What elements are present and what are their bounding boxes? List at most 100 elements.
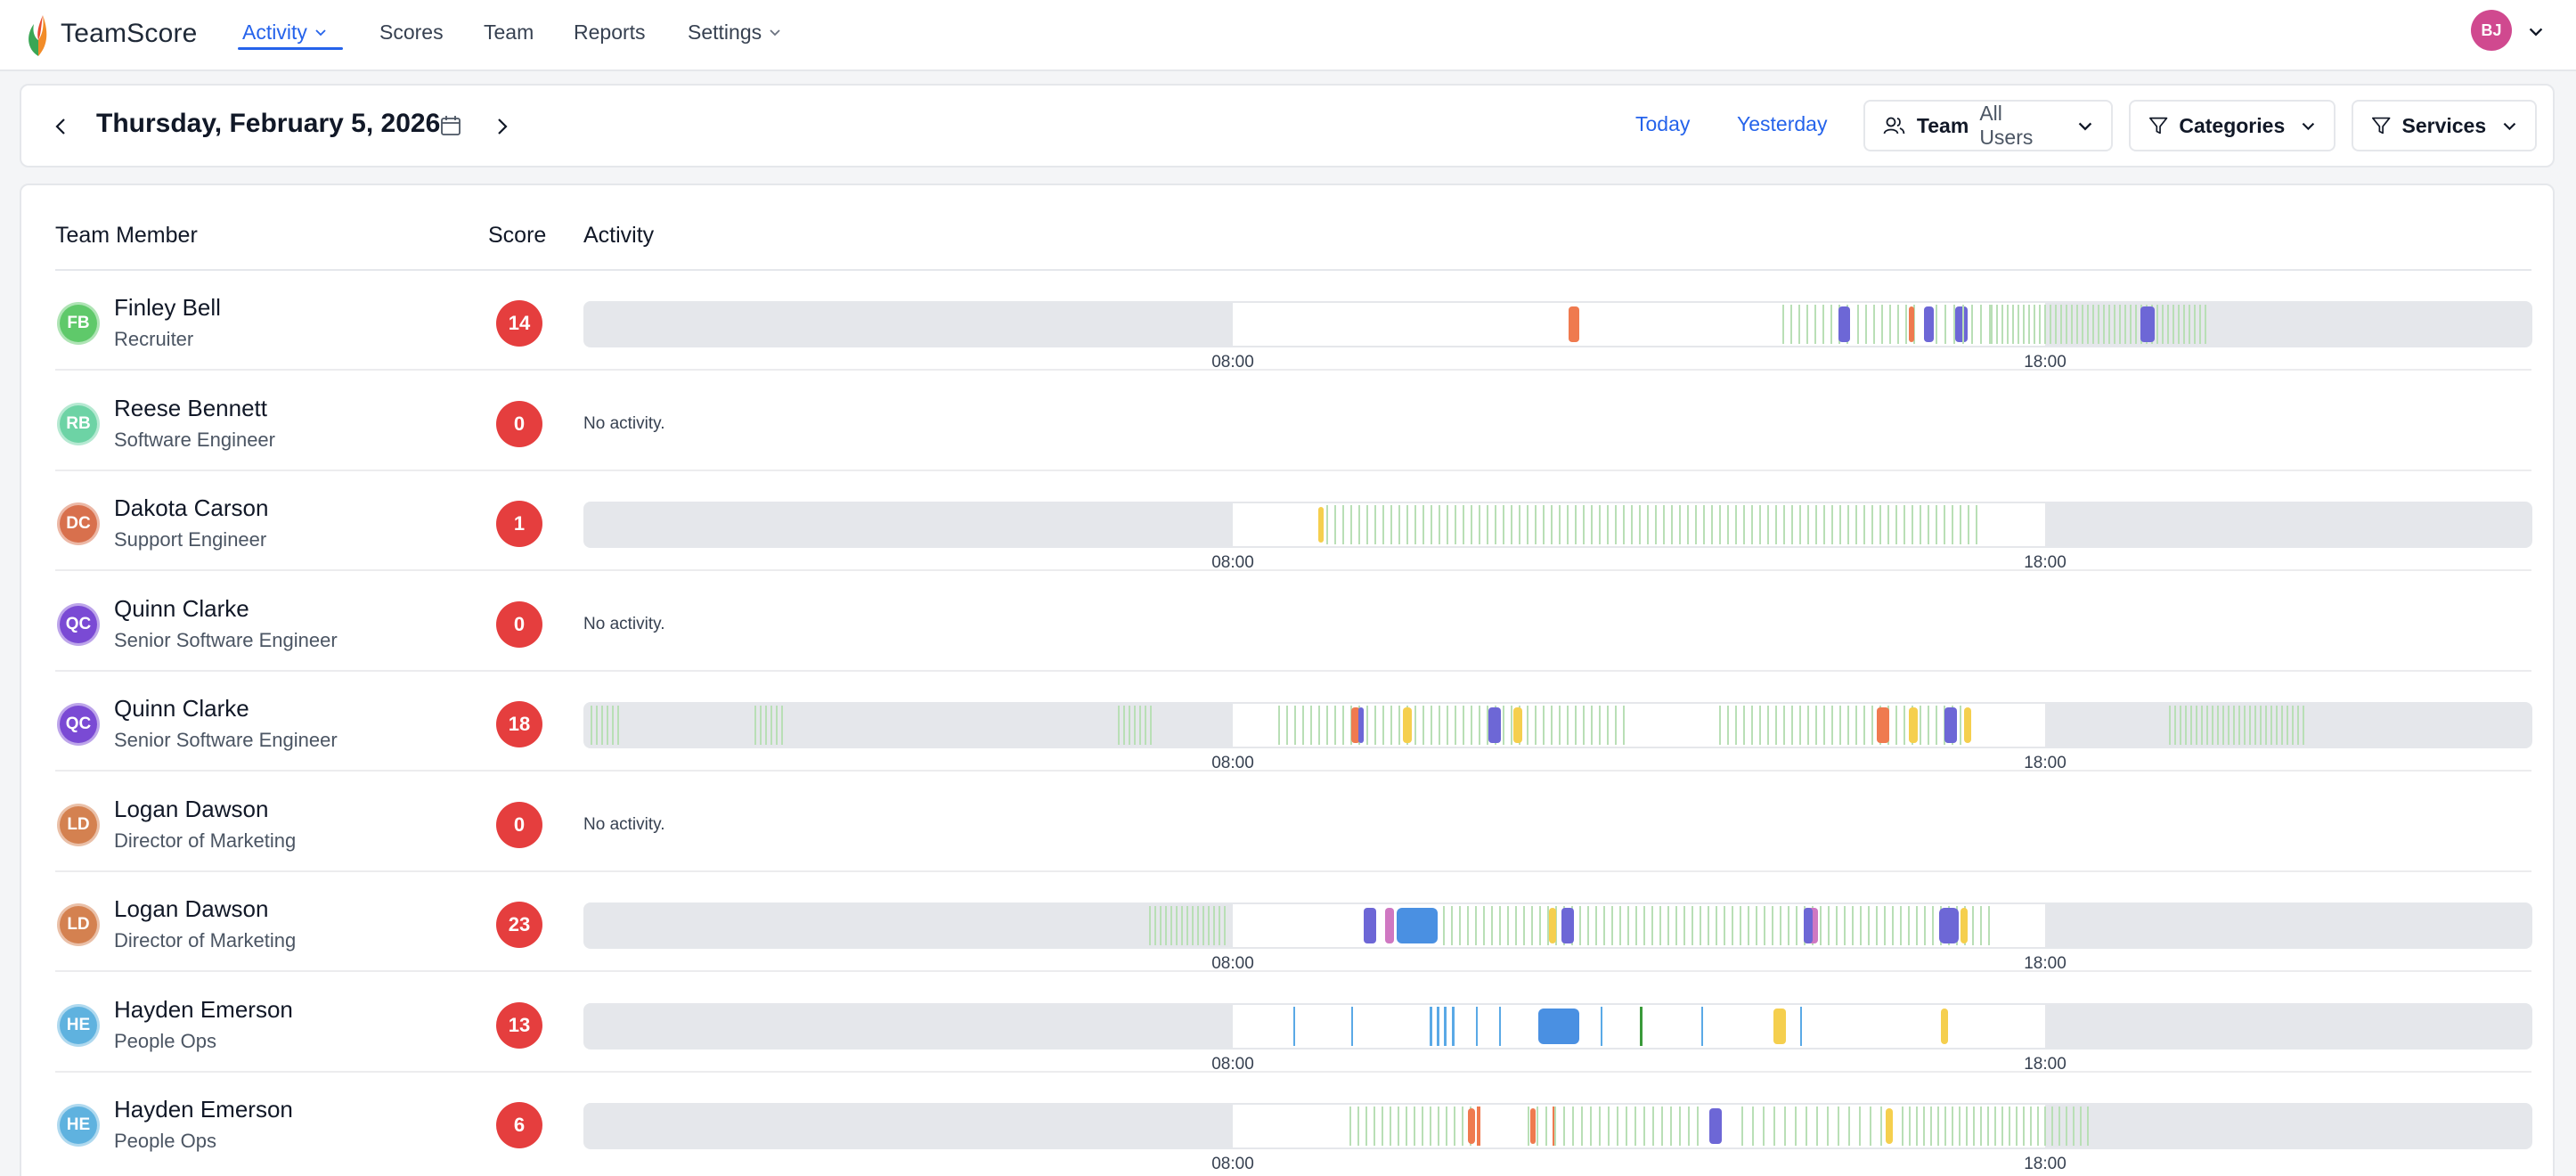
- activity-segment[interactable]: [1358, 707, 1364, 743]
- activity-segment[interactable]: [2238, 706, 2240, 745]
- activity-segment[interactable]: [1468, 1108, 1475, 1144]
- activity-segment[interactable]: [2051, 1107, 2053, 1146]
- activity-segment[interactable]: [1751, 505, 1753, 544]
- nav-settings[interactable]: Settings: [688, 18, 781, 46]
- activity-segment[interactable]: [2066, 305, 2067, 344]
- activity-segment[interactable]: [1688, 1107, 1690, 1146]
- activity-segment[interactable]: [1364, 908, 1376, 943]
- activity-segment[interactable]: [1953, 305, 1955, 344]
- activity-segment[interactable]: [1936, 305, 1937, 344]
- activity-segment[interactable]: [1150, 706, 1152, 745]
- activity-segment[interactable]: [1607, 505, 1609, 544]
- activity-segment[interactable]: [1683, 906, 1685, 945]
- activity-segment[interactable]: [781, 706, 783, 745]
- activity-segment[interactable]: [1791, 505, 1793, 544]
- activity-segment[interactable]: [1884, 906, 1886, 945]
- activity-segment[interactable]: [1487, 706, 1488, 745]
- activity-segment[interactable]: [2185, 706, 2187, 745]
- activity-segment[interactable]: [1892, 906, 1894, 945]
- activity-segment[interactable]: [776, 706, 778, 745]
- activity-segment[interactable]: [1944, 505, 1945, 544]
- activity-segment[interactable]: [1643, 1107, 1645, 1146]
- activity-segment[interactable]: [2060, 305, 2062, 344]
- chevron-right-icon[interactable]: [492, 116, 511, 137]
- activity-segment[interactable]: [1798, 305, 1800, 344]
- activity-segment[interactable]: [1374, 706, 1376, 745]
- activity-segment[interactable]: [2222, 706, 2224, 745]
- activity-segment[interactable]: [1547, 906, 1549, 945]
- activity-segment[interactable]: [1551, 706, 1553, 745]
- activity-segment[interactable]: [1831, 706, 1833, 745]
- activity-segment[interactable]: [1357, 1107, 1359, 1146]
- activity-segment[interactable]: [1902, 1107, 1903, 1146]
- activity-segment[interactable]: [1780, 906, 1781, 945]
- table-row[interactable]: DC Dakota Carson Support Engineer 1 08:00 18:…: [21, 471, 2553, 572]
- nav-reports[interactable]: Reports: [574, 18, 646, 46]
- activity-segment[interactable]: [760, 706, 762, 745]
- activity-segment[interactable]: [1286, 706, 1288, 745]
- activity-segment[interactable]: [1937, 1107, 1939, 1146]
- activity-segment[interactable]: [1349, 1107, 1351, 1146]
- activity-segment[interactable]: [1581, 1107, 1583, 1146]
- activity-segment[interactable]: [1527, 505, 1528, 544]
- activity-segment[interactable]: [1390, 1107, 1391, 1146]
- activity-segment[interactable]: [1293, 1006, 1295, 1046]
- activity-segment[interactable]: [1823, 706, 1825, 745]
- activity-segment[interactable]: [1838, 306, 1850, 342]
- score-badge[interactable]: 14: [496, 300, 542, 347]
- activity-segment[interactable]: [1980, 305, 1982, 344]
- member-name[interactable]: Hayden Emerson: [114, 1096, 293, 1123]
- activity-segment[interactable]: [1444, 1006, 1447, 1046]
- column-header-score[interactable]: Score: [488, 223, 547, 248]
- activity-segment[interactable]: [1455, 706, 1456, 745]
- activity-segment[interactable]: [2233, 706, 2235, 745]
- activity-segment[interactable]: [1877, 707, 1889, 743]
- activity-segment[interactable]: [1670, 1107, 1672, 1146]
- activity-segment[interactable]: [1397, 908, 1438, 943]
- activity-segment[interactable]: [1511, 706, 1512, 745]
- activity-segment[interactable]: [1759, 706, 1761, 745]
- score-badge[interactable]: 1: [496, 501, 542, 547]
- nav-scores[interactable]: Scores: [379, 18, 444, 46]
- activity-segment[interactable]: [1515, 906, 1517, 945]
- activity-segment[interactable]: [1732, 906, 1733, 945]
- activity-segment[interactable]: [1815, 505, 1817, 544]
- activity-segment[interactable]: [1920, 505, 1921, 544]
- activity-segment[interactable]: [1976, 505, 1977, 544]
- activity-timeline[interactable]: [583, 502, 2532, 548]
- activity-segment[interactable]: [1430, 1107, 1431, 1146]
- activity-segment[interactable]: [1503, 706, 1504, 745]
- activity-segment[interactable]: [1631, 505, 1633, 544]
- activity-segment[interactable]: [1955, 306, 1968, 342]
- activity-segment[interactable]: [1807, 706, 1809, 745]
- activity-segment[interactable]: [1848, 1107, 1850, 1146]
- activity-segment[interactable]: [1599, 1107, 1601, 1146]
- activity-segment[interactable]: [1959, 1107, 1961, 1146]
- activity-segment[interactable]: [1537, 1107, 1538, 1146]
- member-name[interactable]: Finley Bell: [114, 294, 221, 321]
- activity-segment[interactable]: [1916, 906, 1918, 945]
- activity-segment[interactable]: [2270, 706, 2272, 745]
- table-row[interactable]: LD Logan Dawson Director of Marketing 0 No a…: [21, 772, 2553, 872]
- nav-activity[interactable]: Activity: [242, 18, 327, 46]
- activity-segment[interactable]: [2212, 706, 2213, 745]
- activity-segment[interactable]: [2254, 706, 2256, 745]
- activity-segment[interactable]: [2162, 305, 2164, 344]
- activity-segment[interactable]: [1703, 505, 1705, 544]
- activity-segment[interactable]: [1617, 1107, 1618, 1146]
- activity-segment[interactable]: [1806, 1107, 1807, 1146]
- activity-segment[interactable]: [1438, 1107, 1439, 1146]
- activity-segment[interactable]: [1326, 505, 1328, 544]
- activity-segment[interactable]: [2044, 305, 2046, 344]
- activity-segment[interactable]: [1711, 505, 1713, 544]
- activity-segment[interactable]: [1467, 906, 1469, 945]
- activity-segment[interactable]: [1382, 706, 1384, 745]
- activity-segment[interactable]: [1495, 505, 1496, 544]
- activity-segment[interactable]: [2174, 706, 2176, 745]
- activity-segment[interactable]: [2001, 1107, 2003, 1146]
- activity-segment[interactable]: [2260, 706, 2262, 745]
- activity-segment[interactable]: [1727, 505, 1729, 544]
- activity-segment[interactable]: [1908, 906, 1910, 945]
- member-name[interactable]: Quinn Clarke: [114, 594, 249, 622]
- activity-segment[interactable]: [1326, 706, 1328, 745]
